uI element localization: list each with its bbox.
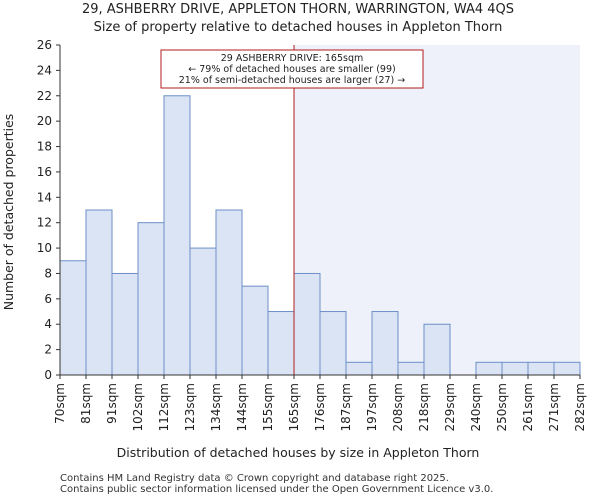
annotation-line-1: 29 ASHBERRY DRIVE: 165sqm	[221, 53, 364, 64]
bar-271sqm	[553, 361, 581, 376]
footer-copyright: Contains HM Land Registry data © Crown c…	[60, 473, 449, 484]
x-tick-label-218sqm: 218sqm	[417, 383, 431, 431]
x-tick-label-271sqm: 271sqm	[547, 383, 561, 431]
x-tick-label-282sqm: 282sqm	[573, 383, 587, 431]
x-tick-label-155sqm: 155sqm	[261, 383, 275, 431]
y-tick-label-22: 22	[37, 89, 52, 103]
bar-197sqm	[371, 311, 399, 376]
y-tick-label-4: 4	[44, 317, 52, 331]
bar-144sqm	[241, 285, 269, 376]
annotation-line-3: 21% of semi-detached houses are larger (…	[179, 75, 406, 86]
annotation-line-2: ← 79% of detached houses are smaller (99…	[188, 64, 395, 75]
bar-102sqm	[137, 222, 165, 376]
bar-70sqm	[59, 260, 87, 376]
bar-165sqm	[293, 272, 321, 376]
bar-208sqm	[397, 361, 425, 376]
x-tick-label-229sqm: 229sqm	[443, 383, 457, 431]
x-tick-label-91sqm: 91sqm	[105, 383, 119, 424]
x-tick-label-123sqm: 123sqm	[183, 383, 197, 431]
y-tick-label-10: 10	[37, 241, 52, 255]
x-tick-label-81sqm: 81sqm	[79, 383, 93, 424]
bar-250sqm	[501, 361, 529, 376]
y-tick-label-26: 26	[37, 38, 52, 52]
x-tick-label-176sqm: 176sqm	[313, 383, 327, 431]
bar-155sqm	[267, 311, 295, 376]
bar-218sqm	[423, 323, 451, 376]
y-tick-label-6: 6	[44, 292, 52, 306]
bar-81sqm	[85, 209, 113, 376]
x-tick-label-134sqm: 134sqm	[209, 383, 223, 431]
y-tick-label-14: 14	[37, 190, 52, 204]
bar-91sqm	[111, 272, 139, 376]
y-tick-label-8: 8	[44, 266, 52, 280]
x-axis-label: Distribution of detached houses by size …	[117, 445, 480, 460]
y-tick-label-24: 24	[37, 63, 52, 77]
bar-134sqm	[215, 209, 243, 376]
chart-title: 29, ASHBERRY DRIVE, APPLETON THORN, WARR…	[82, 2, 514, 17]
annotation-box: 29 ASHBERRY DRIVE: 165sqm ← 79% of detac…	[160, 49, 424, 89]
footer-licence: Contains public sector information licen…	[60, 484, 494, 495]
x-tick-label-250sqm: 250sqm	[495, 383, 509, 431]
bar-112sqm	[163, 95, 191, 376]
x-tick-label-112sqm: 112sqm	[157, 383, 171, 431]
bar-176sqm	[319, 311, 347, 376]
y-tick-label-0: 0	[44, 368, 52, 382]
y-tick-label-2: 2	[44, 343, 52, 357]
x-tick-label-261sqm: 261sqm	[521, 383, 535, 431]
x-tick-label-197sqm: 197sqm	[365, 383, 379, 431]
y-tick-label-16: 16	[37, 165, 52, 179]
y-tick-label-12: 12	[37, 216, 52, 230]
y-tick-label-18: 18	[37, 140, 52, 154]
x-tick-label-144sqm: 144sqm	[235, 383, 249, 431]
x-tick-label-240sqm: 240sqm	[469, 383, 483, 431]
annotation-border	[160, 49, 424, 89]
x-tick-label-70sqm: 70sqm	[53, 383, 67, 424]
bar-187sqm	[345, 361, 373, 376]
bar-240sqm	[475, 361, 503, 376]
x-tick-label-187sqm: 187sqm	[339, 383, 353, 431]
chart-subtitle: Size of property relative to detached ho…	[94, 20, 503, 35]
x-tick-label-102sqm: 102sqm	[131, 383, 145, 431]
x-tick-label-165sqm: 165sqm	[287, 383, 301, 431]
x-tick-label-208sqm: 208sqm	[391, 383, 405, 431]
y-axis-label: Number of detached properties	[1, 114, 16, 311]
bar-261sqm	[527, 361, 555, 376]
y-tick-label-20: 20	[37, 114, 52, 128]
bar-123sqm	[189, 247, 217, 376]
